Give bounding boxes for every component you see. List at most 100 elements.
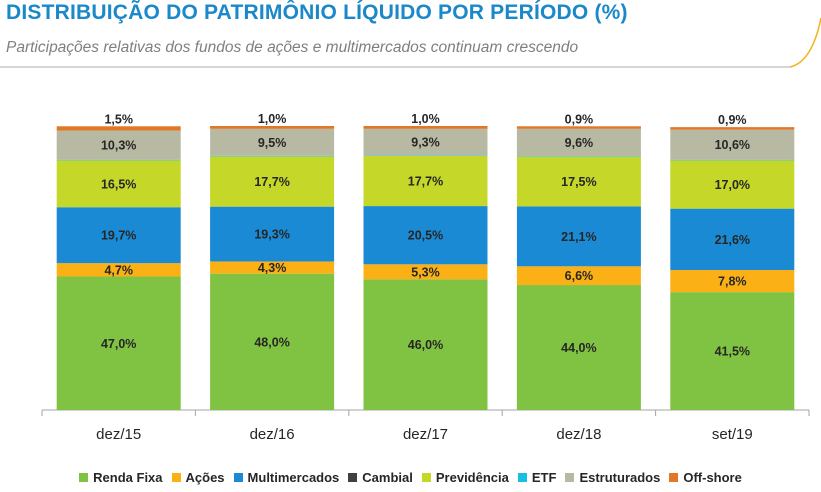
header-decoration	[0, 17, 821, 68]
data-label: 10,6%	[715, 138, 750, 152]
bar-segment-etf	[516, 156, 641, 157]
legend-item: Ações	[171, 470, 225, 485]
data-label: 20,5%	[408, 229, 443, 243]
legend-item: Cambial	[348, 470, 413, 485]
data-label: 19,7%	[101, 229, 136, 243]
data-label: 19,3%	[254, 228, 289, 242]
data-label: 4,3%	[258, 261, 287, 275]
bar-segment-estruturados	[516, 128, 641, 157]
legend-label: Previdência	[435, 470, 509, 485]
legend-swatch	[171, 473, 181, 482]
bar-segment-previd-ncia	[56, 160, 181, 208]
x-tick-label: dez/17	[403, 426, 448, 443]
data-label: 41,5%	[715, 345, 750, 359]
legend-label: Cambial	[362, 470, 413, 485]
bar-segment-off-shore	[363, 126, 488, 129]
bar-segment-previd-ncia	[670, 160, 795, 209]
data-label: 4,7%	[104, 263, 133, 277]
legend-swatch	[421, 473, 431, 482]
bar-segment-previd-ncia	[210, 156, 335, 207]
bar-segment-renda-fixa	[670, 292, 795, 410]
data-label: 17,0%	[715, 178, 750, 192]
legend-swatch	[233, 473, 243, 482]
bar-segment-etf	[363, 155, 488, 156]
bar-segment-renda-fixa	[210, 273, 335, 410]
bar-segment-off-shore	[56, 126, 181, 131]
data-label: 16,5%	[101, 177, 136, 191]
legend-label: ETF	[531, 470, 557, 485]
data-label: 5,3%	[411, 265, 440, 279]
bar-segment-etf	[670, 159, 795, 161]
data-label: 44,0%	[561, 341, 596, 355]
bar-segment-multimercados	[363, 206, 488, 265]
x-tick-label: set/19	[712, 426, 753, 443]
data-label: 10,3%	[101, 139, 136, 153]
bar-segment-off-shore	[210, 126, 335, 129]
legend-item: Previdência	[421, 470, 509, 485]
legend-item: Renda Fixa	[79, 470, 163, 485]
legend-swatch	[669, 473, 679, 482]
bar-segment-a-es	[516, 266, 641, 286]
x-tick-label: dez/15	[96, 426, 141, 443]
bar-segment-renda-fixa	[363, 279, 488, 410]
data-label: 0,9%	[718, 113, 747, 127]
data-label: 9,6%	[565, 136, 594, 150]
bar-segment-a-es	[56, 263, 181, 277]
page-title: DISTRIBUIÇÃO DO PATRIMÔNIO LÍQUIDO POR P…	[6, 1, 628, 24]
header-accent-curve	[789, 17, 821, 68]
bar-segment-multimercados	[670, 208, 795, 270]
x-tick-label: dez/18	[556, 426, 601, 443]
data-label: 47,0%	[101, 337, 136, 351]
data-label: 17,7%	[254, 175, 289, 189]
legend-item: Estruturados	[565, 470, 660, 485]
legend-label: Ações	[185, 470, 225, 485]
bar-segment-previd-ncia	[516, 156, 641, 207]
legend-item: ETF	[517, 470, 557, 485]
bar-segment-renda-fixa	[56, 276, 181, 410]
bar-segment-a-es	[210, 261, 335, 274]
page-subtitle: Participações relativas dos fundos de aç…	[6, 39, 579, 56]
stacked-bar-chart: 47,0% 4,7% 19,7% 16,5% 10,3% 1,5% dez/15 48,0% 4…	[41, 112, 810, 443]
data-label: 21,1%	[561, 230, 596, 244]
legend-item: Off-shore	[669, 470, 742, 485]
legend-label: Multimercados	[247, 470, 340, 485]
bar-segment-previd-ncia	[363, 155, 488, 207]
data-label: 48,0%	[254, 335, 289, 349]
legend-label: Estruturados	[579, 470, 661, 485]
data-label: 21,6%	[715, 233, 750, 247]
bar-segment-estruturados	[363, 128, 488, 156]
bar-segment-multimercados	[56, 207, 181, 264]
legend-swatch	[517, 473, 527, 482]
chart-legend: Renda Fixa Ações Multimercados Cambial Previ…	[0, 470, 821, 485]
data-label: 0,9%	[565, 112, 594, 126]
data-label: 17,7%	[408, 174, 443, 188]
bar-segment-estruturados	[670, 129, 795, 160]
bar-segment-multimercados	[210, 206, 335, 262]
bar-segment-off-shore	[516, 126, 641, 129]
x-tick-label: dez/16	[250, 426, 295, 443]
bar-segment-renda-fixa	[516, 285, 641, 410]
data-label: 1,5%	[104, 112, 133, 126]
bar-segment-multimercados	[516, 206, 641, 267]
legend-label: Renda Fixa	[93, 470, 163, 485]
data-label: 46,0%	[408, 338, 443, 352]
data-label: 7,8%	[718, 275, 747, 289]
data-label: 1,0%	[258, 112, 287, 126]
data-label: 17,5%	[561, 175, 596, 189]
bar-segment-etf	[56, 159, 181, 161]
legend-swatch	[565, 473, 575, 482]
bar-segment-estruturados	[210, 128, 335, 156]
data-label: 9,5%	[258, 136, 287, 150]
bar-segment-off-shore	[670, 127, 795, 130]
data-label: 1,0%	[411, 112, 440, 126]
legend-item: Multimercados	[233, 470, 340, 485]
legend-label: Off-shore	[683, 470, 742, 485]
data-label: 9,3%	[411, 136, 440, 150]
bar-segment-estruturados	[56, 130, 181, 160]
data-label: 6,6%	[565, 269, 594, 283]
bar-segment-etf	[210, 155, 335, 157]
legend-swatch	[348, 473, 358, 482]
bar-segment-a-es	[363, 264, 488, 280]
legend-swatch	[79, 473, 89, 482]
bar-segment-a-es	[670, 269, 795, 293]
